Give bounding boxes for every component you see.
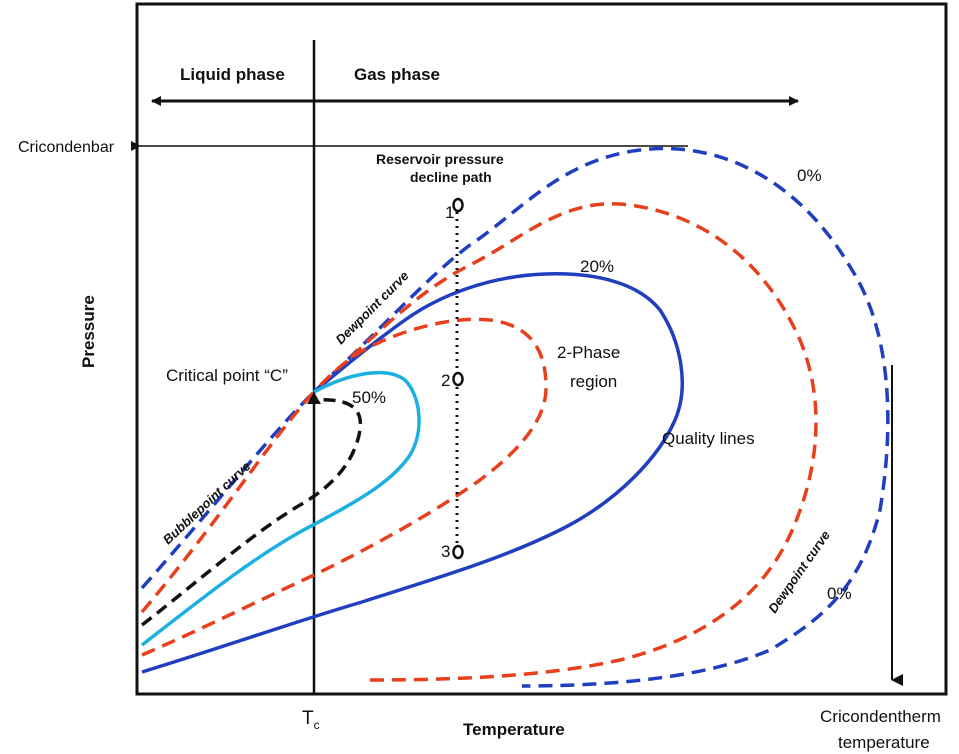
critical-point-label: Critical point “C” <box>166 366 288 385</box>
reservoir-path-label-1: Reservoir pressure <box>376 151 504 167</box>
plot-frame <box>135 2 948 696</box>
tc-sub: c <box>314 718 320 732</box>
point-3-marker <box>452 544 464 560</box>
cricondentherm-label-2: temperature <box>838 733 930 752</box>
critical-point-marker <box>307 392 321 404</box>
dewpoint-curve-bottom-label: Dewpoint curve <box>765 528 833 616</box>
cricondentherm-label-1: Cricondentherm <box>820 707 941 726</box>
cricondenbar-label: Cricondenbar <box>18 139 115 156</box>
liquid-phase-label: Liquid phase <box>180 65 285 84</box>
pct-0-bottom-label: 0% <box>827 584 852 603</box>
pct-0-top-label: 0% <box>797 166 822 185</box>
quality-line-20pct <box>141 272 684 674</box>
point-3-label: 3 <box>441 542 450 561</box>
reservoir-path-label-2: decline path <box>410 169 492 185</box>
point-2-marker <box>452 371 464 387</box>
pct-20-label: 20% <box>580 257 614 276</box>
tc-label: Tc <box>302 708 320 732</box>
quality-line-black <box>140 398 363 627</box>
quality-lines-label: Quality lines <box>662 429 755 448</box>
quality-line-red-inner <box>141 317 548 657</box>
two-phase-label-2: region <box>570 372 617 391</box>
tc-main: T <box>302 708 314 729</box>
quality-line-50pct <box>140 370 421 647</box>
pct-50-label: 50% <box>352 388 386 407</box>
two-phase-label-1: 2-Phase <box>557 343 620 362</box>
point-1-marker <box>452 197 464 213</box>
gas-phase-label: Gas phase <box>354 65 440 84</box>
point-2-label: 2 <box>441 371 450 390</box>
temperature-axis-label: Temperature <box>463 720 565 739</box>
pressure-axis-label: Pressure <box>79 295 98 368</box>
point-1-label: 1 <box>445 203 454 222</box>
